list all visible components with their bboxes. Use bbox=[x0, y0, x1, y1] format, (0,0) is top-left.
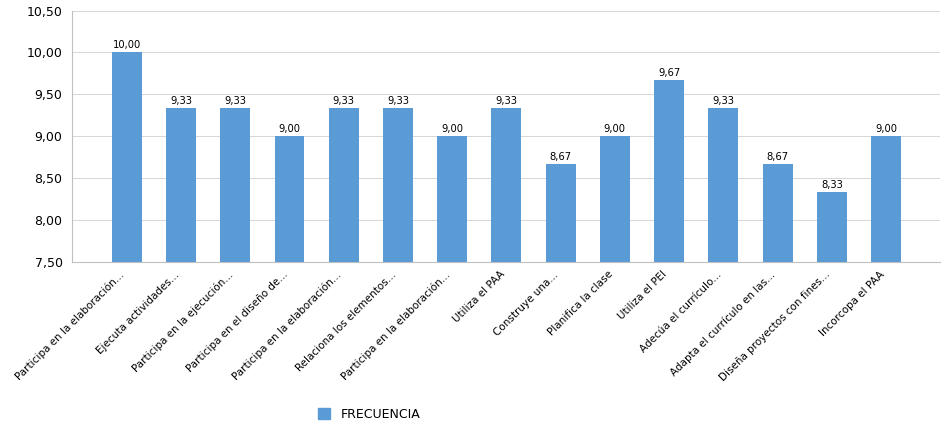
Text: 9,33: 9,33 bbox=[224, 96, 246, 106]
Text: 9,67: 9,67 bbox=[658, 68, 680, 78]
Bar bbox=[220, 108, 250, 262]
Text: 10,00: 10,00 bbox=[113, 41, 141, 50]
Text: 9,00: 9,00 bbox=[604, 124, 626, 134]
Text: 9,33: 9,33 bbox=[387, 96, 409, 106]
Text: 9,00: 9,00 bbox=[278, 124, 301, 134]
Bar bbox=[871, 136, 901, 262]
Bar bbox=[817, 192, 847, 262]
Text: 8,33: 8,33 bbox=[821, 180, 843, 190]
Bar bbox=[383, 108, 412, 262]
Text: 9,33: 9,33 bbox=[712, 96, 734, 106]
Text: 9,00: 9,00 bbox=[875, 124, 897, 134]
Bar bbox=[492, 108, 521, 262]
Bar bbox=[600, 136, 630, 262]
Bar bbox=[709, 108, 738, 262]
Bar bbox=[546, 164, 575, 262]
Text: 8,67: 8,67 bbox=[766, 151, 789, 162]
Text: 9,33: 9,33 bbox=[496, 96, 517, 106]
Text: 8,67: 8,67 bbox=[550, 151, 571, 162]
Bar bbox=[762, 164, 793, 262]
Text: 9,33: 9,33 bbox=[170, 96, 192, 106]
Bar bbox=[437, 136, 467, 262]
Bar bbox=[274, 136, 305, 262]
Bar bbox=[329, 108, 359, 262]
Bar bbox=[655, 80, 684, 262]
Text: 9,00: 9,00 bbox=[441, 124, 464, 134]
Bar bbox=[166, 108, 196, 262]
Text: 9,33: 9,33 bbox=[333, 96, 355, 106]
Legend: FRECUENCIA: FRECUENCIA bbox=[313, 403, 425, 422]
Bar bbox=[112, 52, 142, 262]
